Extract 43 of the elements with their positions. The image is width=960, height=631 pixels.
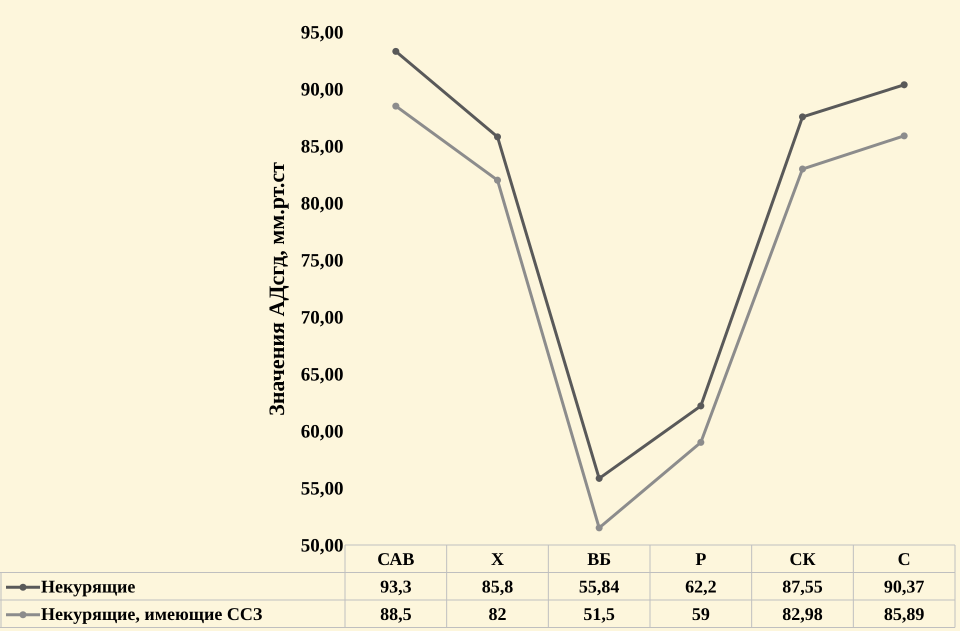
data-label: 85,89	[884, 604, 924, 624]
y-tick-label: 70,00	[300, 308, 344, 328]
data-label: 59	[692, 604, 710, 624]
x-tick-label: Х	[491, 548, 504, 569]
data-label: 82	[488, 604, 506, 624]
point	[900, 132, 908, 140]
legend-label: Некурящие	[41, 576, 136, 596]
legend-label: Некурящие, имеющие ССЗ	[41, 604, 263, 624]
point	[900, 81, 908, 88]
data-label: 62,2	[685, 576, 717, 596]
y-tick-label: 50,00	[300, 536, 344, 556]
data-label: 87,55	[782, 576, 823, 596]
point	[494, 133, 502, 140]
data-label: 88,5	[380, 604, 412, 624]
x-tick-label: САВ	[377, 548, 414, 569]
point	[697, 402, 704, 410]
point	[494, 176, 502, 184]
y-tick-label: 95,00	[300, 22, 344, 44]
point	[392, 102, 400, 110]
data-label: 82,98	[782, 604, 823, 624]
point	[798, 166, 806, 173]
x-tick-label: СК	[789, 548, 816, 569]
y-tick-label: 60,00	[300, 422, 344, 442]
point	[392, 48, 400, 55]
point	[596, 524, 603, 532]
y-tick-label: 75,00	[300, 250, 344, 272]
y-tick-label: 80,00	[300, 194, 344, 214]
y-tick-label: 85,00	[300, 136, 344, 158]
data-label: 55,84	[578, 576, 620, 596]
point	[596, 474, 603, 482]
point	[697, 438, 704, 446]
x-tick-label: С	[898, 548, 911, 569]
y-tick-label: 65,00	[300, 364, 344, 386]
y-tick-label: 55,00	[300, 478, 344, 500]
x-tick-label: ВБ	[587, 548, 612, 569]
data-label: 85,8	[482, 576, 514, 596]
x-tick-label: Р	[695, 548, 706, 569]
y-axis-title: Значения АДсгд, мм.рт.ст	[264, 162, 289, 416]
point	[798, 113, 806, 120]
data-label: 90,37	[884, 576, 924, 596]
y-tick-label: 90,00	[300, 80, 344, 100]
data-label: 93,3	[380, 576, 412, 596]
data-label: 51,5	[583, 604, 615, 624]
